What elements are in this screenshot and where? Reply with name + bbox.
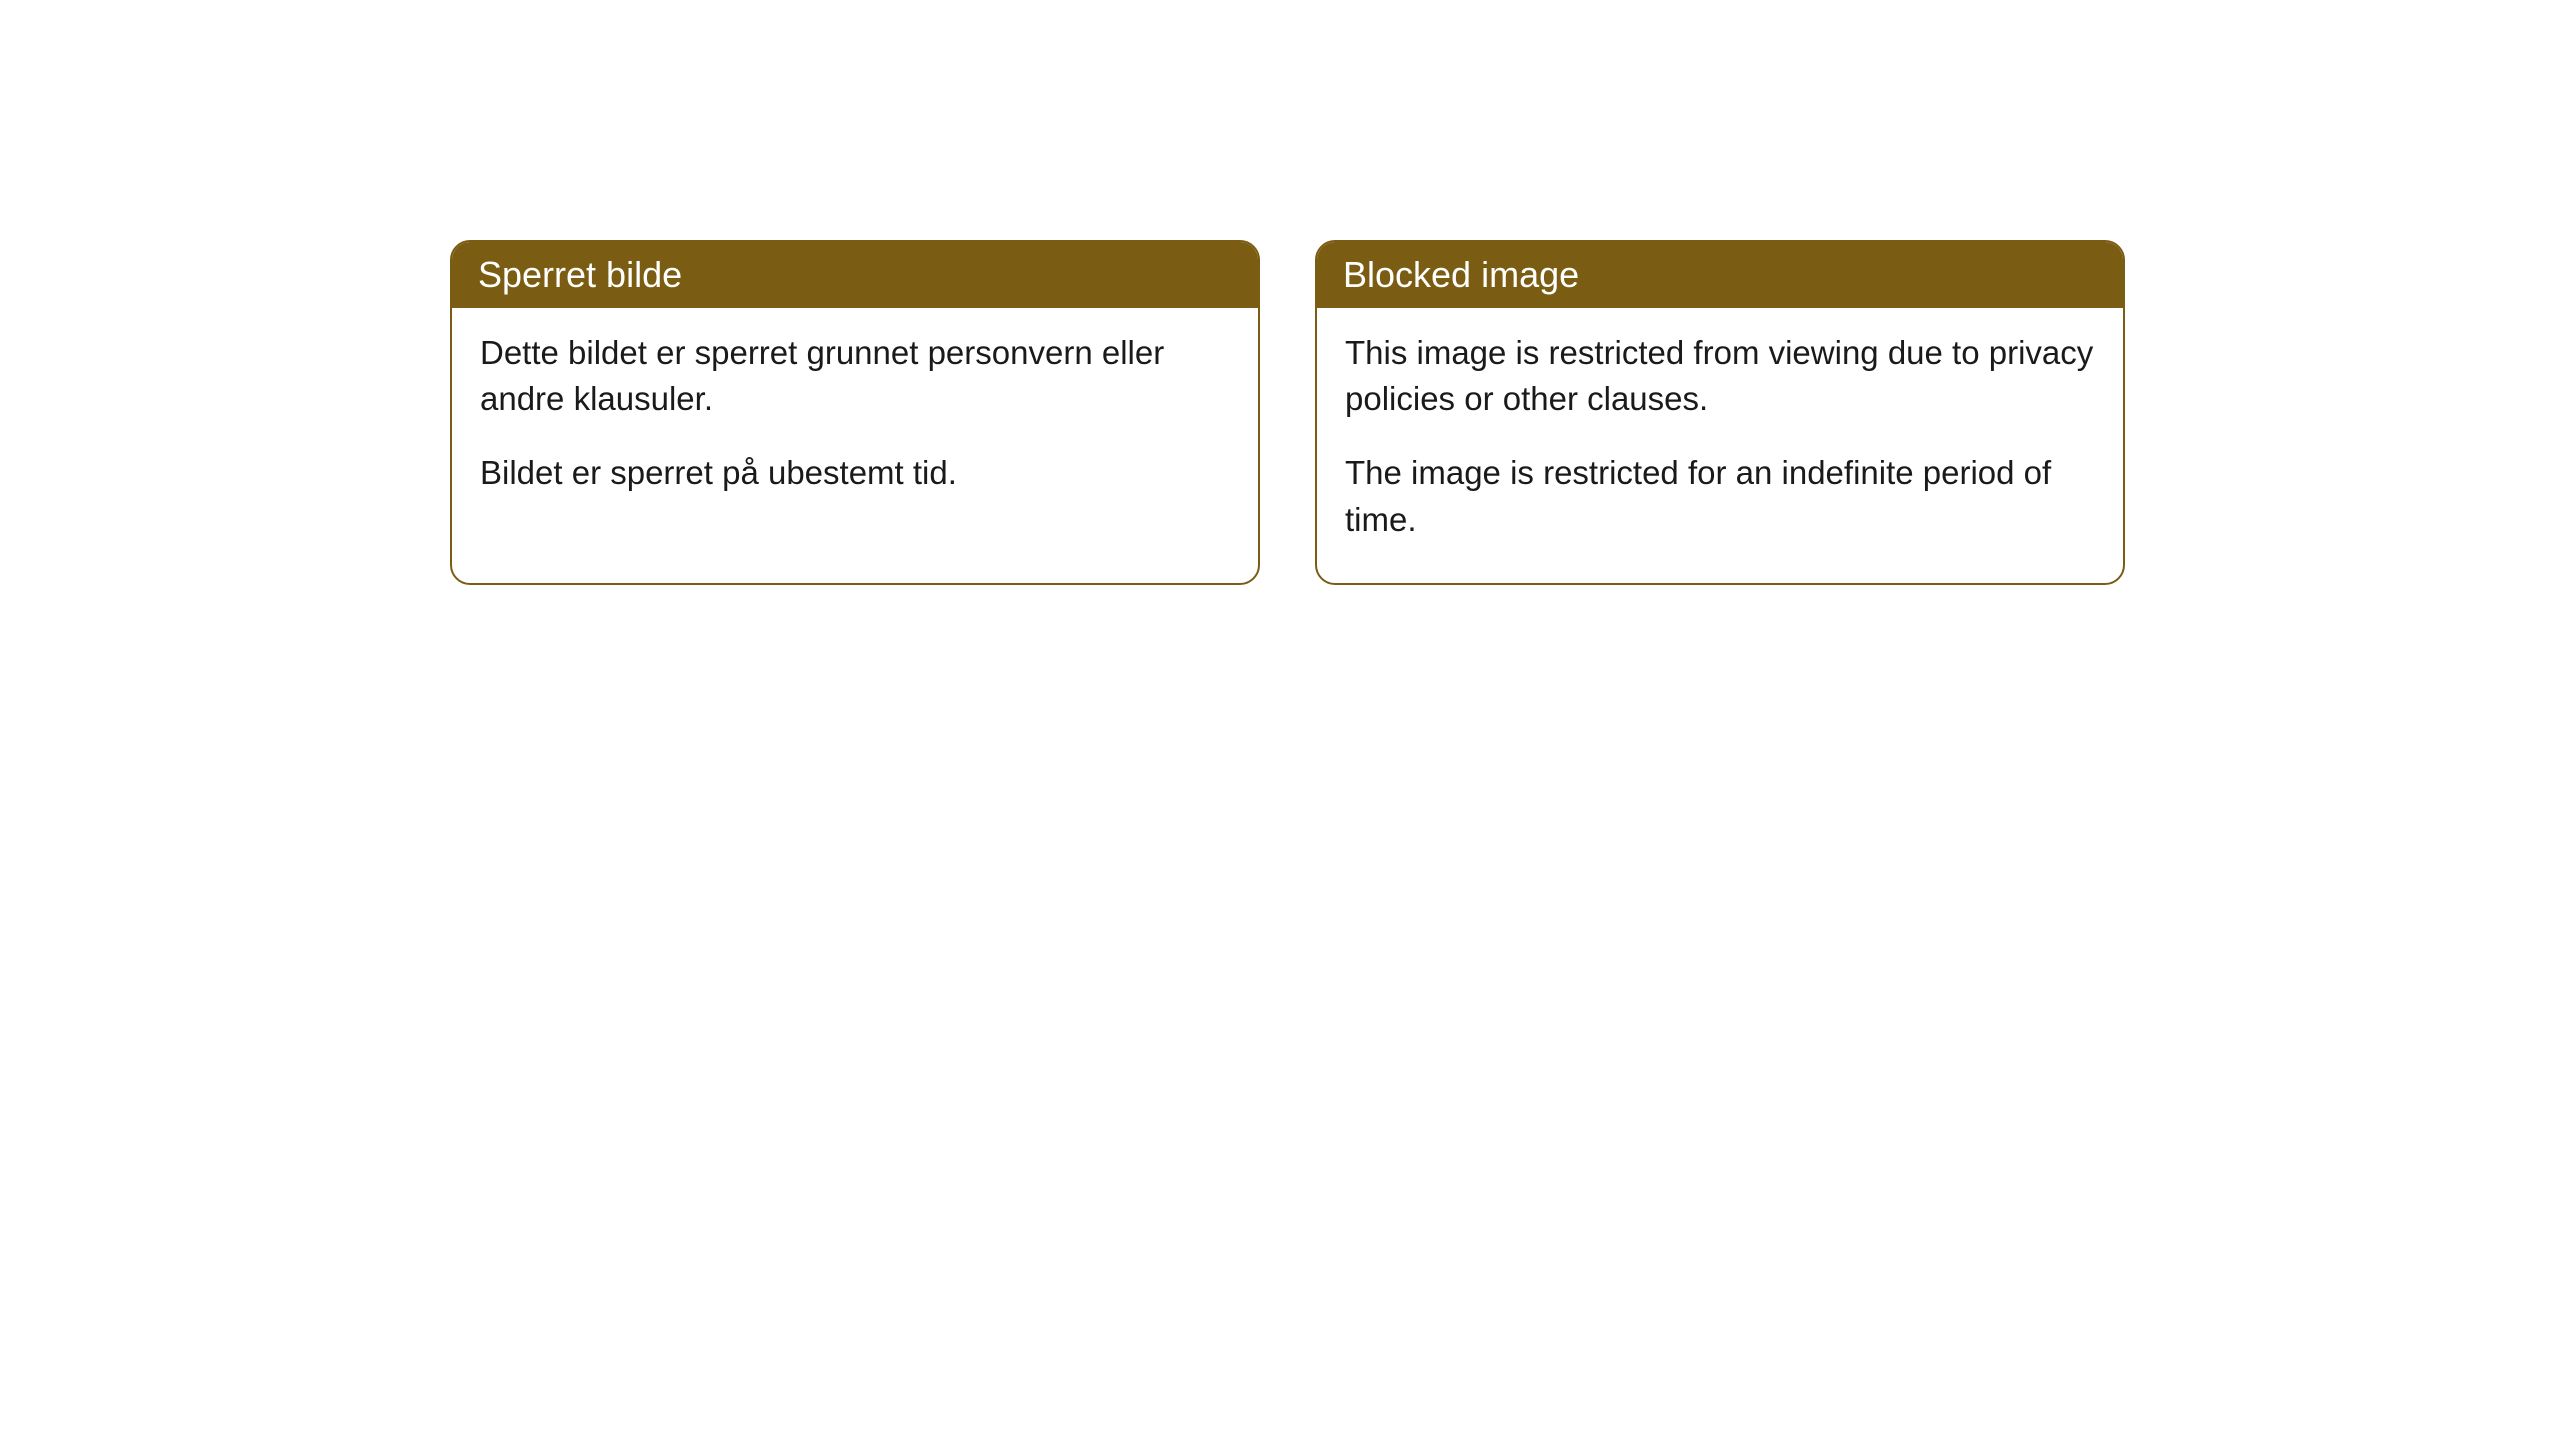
card-title: Sperret bilde	[478, 254, 682, 295]
notice-card-english: Blocked image This image is restricted f…	[1315, 240, 2125, 585]
card-body-english: This image is restricted from viewing du…	[1317, 308, 2123, 583]
card-body-norwegian: Dette bildet er sperret grunnet personve…	[452, 308, 1258, 537]
card-paragraph: The image is restricted for an indefinit…	[1345, 450, 2095, 542]
card-paragraph: This image is restricted from viewing du…	[1345, 330, 2095, 422]
notice-cards-container: Sperret bilde Dette bildet er sperret gr…	[450, 240, 2125, 585]
card-header-english: Blocked image	[1317, 242, 2123, 308]
card-paragraph: Bildet er sperret på ubestemt tid.	[480, 450, 1230, 496]
card-title: Blocked image	[1343, 254, 1579, 295]
notice-card-norwegian: Sperret bilde Dette bildet er sperret gr…	[450, 240, 1260, 585]
card-paragraph: Dette bildet er sperret grunnet personve…	[480, 330, 1230, 422]
card-header-norwegian: Sperret bilde	[452, 242, 1258, 308]
